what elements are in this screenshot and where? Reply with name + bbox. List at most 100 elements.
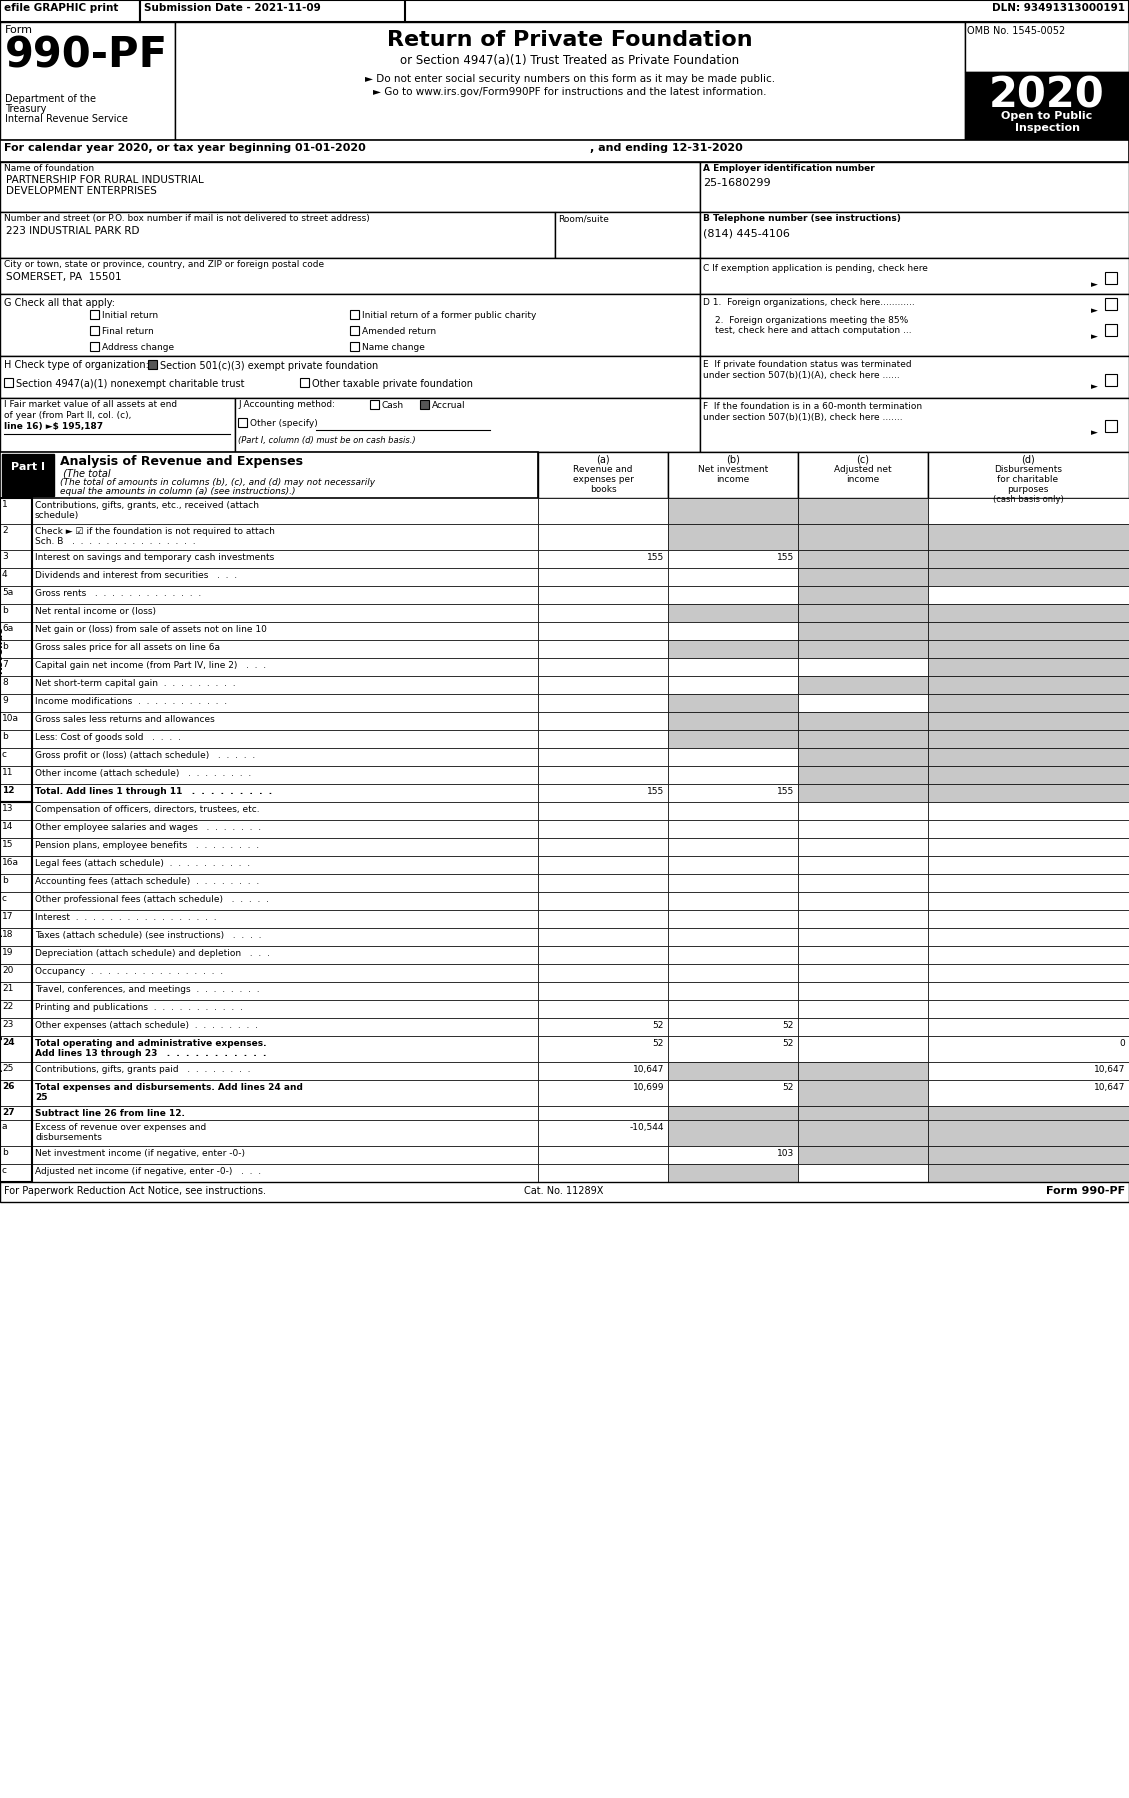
Bar xyxy=(798,820,928,838)
Text: 15: 15 xyxy=(2,840,14,849)
Text: Printing and publications  .  .  .  .  .  .  .  .  .  .  .: Printing and publications . . . . . . . … xyxy=(35,1003,243,1012)
Bar xyxy=(0,802,32,1181)
Bar xyxy=(0,964,32,982)
Bar xyxy=(32,622,539,640)
Bar xyxy=(32,748,539,766)
Text: 155: 155 xyxy=(647,554,664,563)
Bar xyxy=(0,498,32,802)
Bar xyxy=(668,694,798,712)
Text: 13: 13 xyxy=(2,804,14,813)
Bar xyxy=(539,1163,668,1181)
Bar xyxy=(0,640,32,658)
Text: 52: 52 xyxy=(653,1021,664,1030)
Text: 990-PF: 990-PF xyxy=(5,34,168,76)
Text: G Check all that apply:: G Check all that apply: xyxy=(5,298,115,307)
Text: or Section 4947(a)(1) Trust Treated as Private Foundation: or Section 4947(a)(1) Trust Treated as P… xyxy=(401,54,739,67)
Bar xyxy=(798,676,928,694)
Bar xyxy=(928,748,1129,766)
Bar xyxy=(32,982,539,1000)
Text: Occupancy  .  .  .  .  .  .  .  .  .  .  .  .  .  .  .  .: Occupancy . . . . . . . . . . . . . . . … xyxy=(35,967,224,976)
Text: F  If the foundation is in a 60-month termination: F If the foundation is in a 60-month ter… xyxy=(703,403,922,412)
Text: of year (from Part II, col. (c),: of year (from Part II, col. (c), xyxy=(5,412,131,421)
Bar xyxy=(928,1120,1129,1145)
Text: Form 990-PF: Form 990-PF xyxy=(1045,1187,1124,1196)
Bar xyxy=(668,946,798,964)
Bar xyxy=(668,658,798,676)
Bar xyxy=(32,712,539,730)
Bar xyxy=(539,1063,668,1081)
Bar xyxy=(798,694,928,712)
Bar xyxy=(175,22,965,140)
Bar xyxy=(668,1036,798,1063)
Bar xyxy=(539,1081,668,1106)
Bar xyxy=(928,784,1129,802)
Bar xyxy=(0,1036,32,1063)
Text: Initial return: Initial return xyxy=(102,311,158,320)
Bar xyxy=(928,856,1129,874)
Bar xyxy=(798,1081,928,1106)
Bar xyxy=(539,946,668,964)
Text: Net gain or (loss) from sale of assets not on line 10: Net gain or (loss) from sale of assets n… xyxy=(35,626,266,635)
Text: ►: ► xyxy=(1091,428,1097,437)
Text: OMB No. 1545-0052: OMB No. 1545-0052 xyxy=(968,25,1066,36)
Text: income: income xyxy=(717,475,750,484)
Bar xyxy=(2,455,54,496)
Text: Capital gain net income (from Part IV, line 2)   .  .  .: Capital gain net income (from Part IV, l… xyxy=(35,662,266,671)
Bar xyxy=(928,820,1129,838)
Text: Part I: Part I xyxy=(11,462,45,473)
Bar xyxy=(798,523,928,550)
Text: Net short-term capital gain  .  .  .  .  .  .  .  .  .: Net short-term capital gain . . . . . . … xyxy=(35,680,236,689)
Bar xyxy=(928,1106,1129,1120)
Text: efile GRAPHIC print: efile GRAPHIC print xyxy=(5,4,119,13)
Bar xyxy=(928,451,1129,498)
Bar xyxy=(90,309,99,318)
Text: (cash basis only): (cash basis only) xyxy=(992,494,1064,503)
Bar xyxy=(668,730,798,748)
Text: PARTNERSHIP FOR RURAL INDUSTRIAL: PARTNERSHIP FOR RURAL INDUSTRIAL xyxy=(6,174,203,185)
Bar xyxy=(32,694,539,712)
Bar xyxy=(539,622,668,640)
Bar xyxy=(0,568,32,586)
Text: B Telephone number (see instructions): B Telephone number (see instructions) xyxy=(703,214,901,223)
Bar xyxy=(90,325,99,334)
Bar xyxy=(668,838,798,856)
Text: ►: ► xyxy=(1091,280,1097,289)
Bar xyxy=(32,784,539,802)
Text: books: books xyxy=(589,485,616,494)
Bar xyxy=(668,712,798,730)
Text: Name of foundation: Name of foundation xyxy=(5,164,94,173)
Text: Excess of revenue over expenses and: Excess of revenue over expenses and xyxy=(35,1124,207,1133)
Bar xyxy=(928,586,1129,604)
Text: Adjusted net income (if negative, enter -0-)   .  .  .: Adjusted net income (if negative, enter … xyxy=(35,1167,261,1176)
Bar xyxy=(1105,298,1117,309)
Text: c: c xyxy=(2,894,7,903)
Text: Final return: Final return xyxy=(102,327,154,336)
Bar xyxy=(32,523,539,550)
Bar xyxy=(668,1106,798,1120)
Bar xyxy=(798,586,928,604)
Bar xyxy=(928,1018,1129,1036)
Text: 14: 14 xyxy=(2,822,14,831)
Text: Compensation of officers, directors, trustees, etc.: Compensation of officers, directors, tru… xyxy=(35,806,260,814)
Bar xyxy=(0,604,32,622)
Text: Other income (attach schedule)   .  .  .  .  .  .  .  .: Other income (attach schedule) . . . . .… xyxy=(35,770,252,779)
Bar xyxy=(539,523,668,550)
Text: 5a: 5a xyxy=(2,588,14,597)
Bar xyxy=(798,712,928,730)
Text: Income modifications  .  .  .  .  .  .  .  .  .  .  .: Income modifications . . . . . . . . . .… xyxy=(35,698,227,707)
Bar xyxy=(928,658,1129,676)
Bar xyxy=(539,550,668,568)
Text: 155: 155 xyxy=(777,788,794,797)
Text: Interest  .  .  .  .  .  .  .  .  .  .  .  .  .  .  .  .  .: Interest . . . . . . . . . . . . . . . .… xyxy=(35,913,217,922)
Text: Form: Form xyxy=(5,25,33,34)
Bar xyxy=(420,399,429,408)
Bar xyxy=(32,1018,539,1036)
Bar xyxy=(798,1063,928,1081)
Bar xyxy=(928,523,1129,550)
Bar xyxy=(539,856,668,874)
Bar xyxy=(539,640,668,658)
Bar xyxy=(668,784,798,802)
Bar xyxy=(32,856,539,874)
Text: (814) 445-4106: (814) 445-4106 xyxy=(703,228,790,237)
Text: 25: 25 xyxy=(2,1064,14,1073)
